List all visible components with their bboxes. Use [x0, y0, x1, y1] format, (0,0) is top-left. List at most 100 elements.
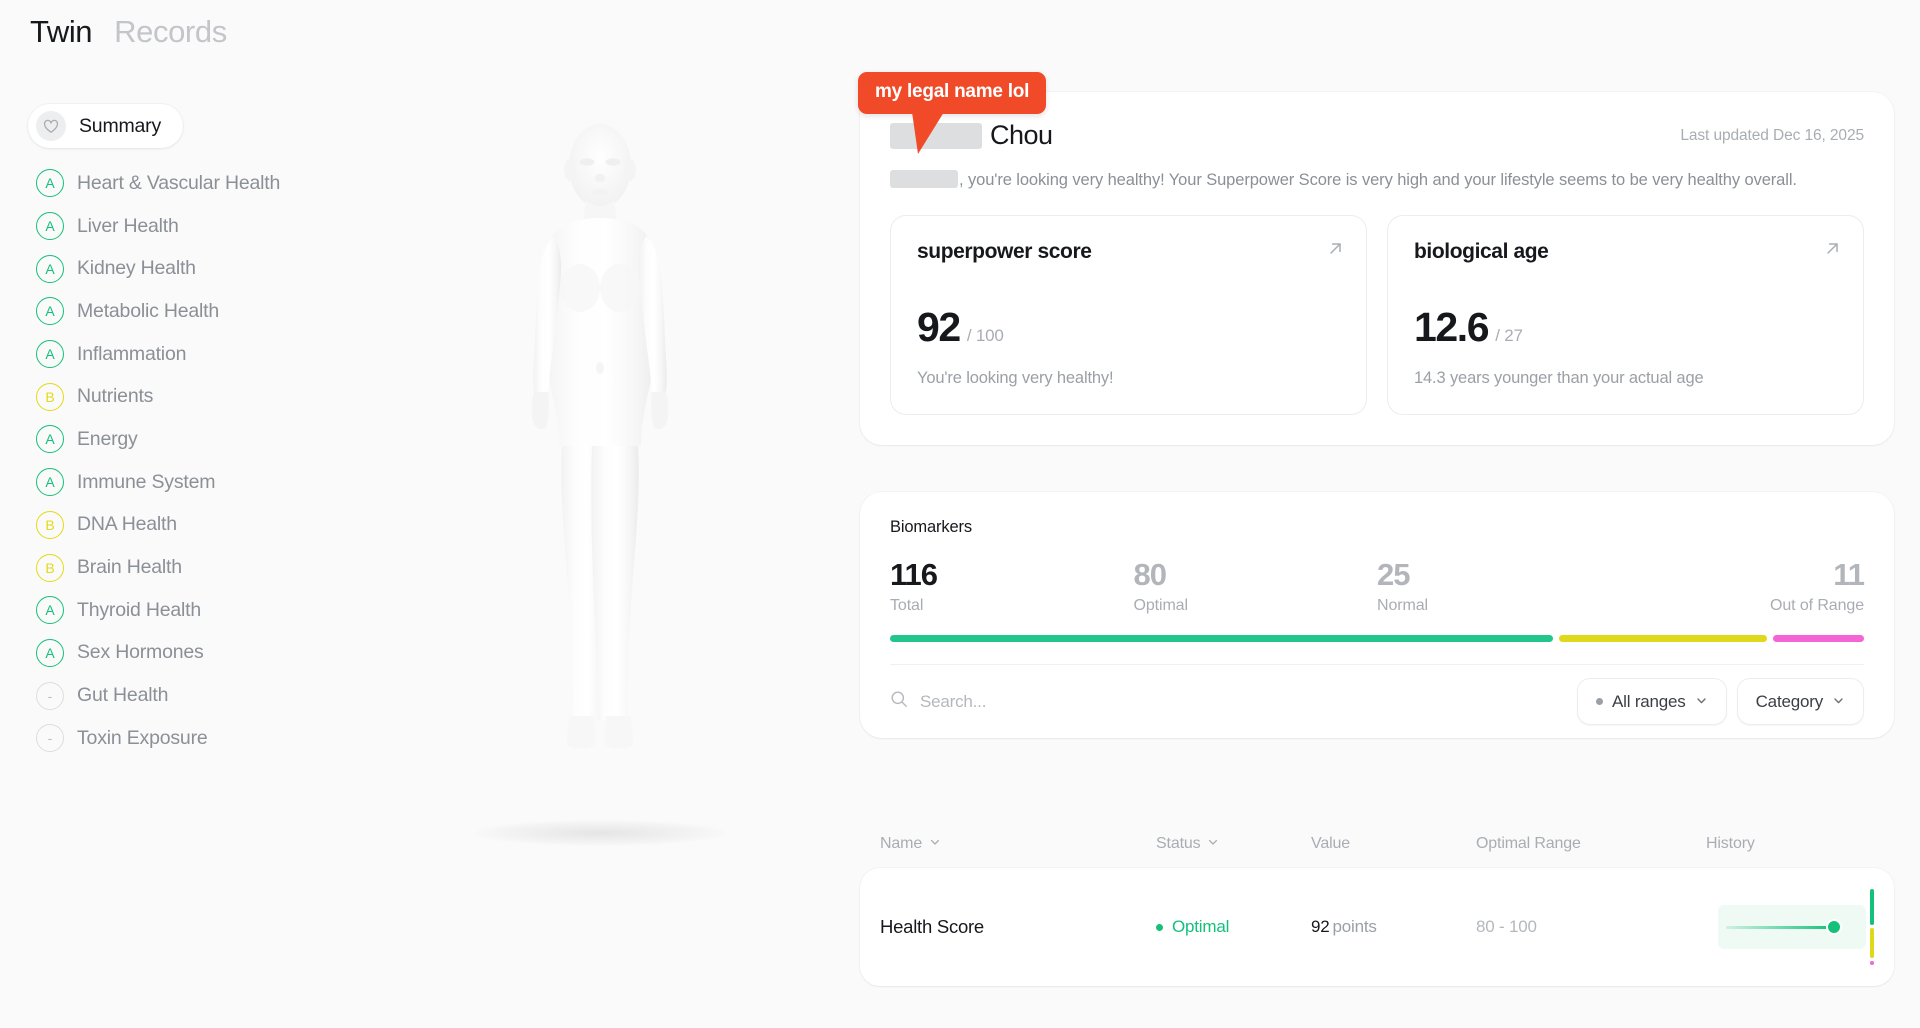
stat-label: Total — [890, 597, 924, 614]
ranges-filter[interactable]: All ranges — [1577, 678, 1727, 725]
grade-badge: - — [36, 724, 64, 753]
redacted-first-name — [890, 122, 982, 149]
sidebar-item-label: Inflammation — [77, 342, 187, 365]
table-body: Health Score Optimal 92 points 80 - 100 — [860, 868, 1894, 986]
biomarker-stat-total: 116 Total — [890, 557, 1134, 615]
grade-badge: A — [36, 169, 64, 198]
metric-value: 92 — [917, 304, 961, 350]
grade-badge: B — [36, 382, 64, 411]
brand-bar: Twin Records — [30, 14, 227, 50]
metric-card-biological-age[interactable]: biological age 12.6 / 27 14.3 years younger… — [1387, 215, 1864, 415]
range-bar — [1869, 961, 1874, 965]
sidebar-item-toxin-exposure[interactable]: - Toxin Exposure — [28, 717, 358, 760]
distribution-segment-normal — [1558, 635, 1767, 642]
metric-value: 12.6 — [1414, 304, 1490, 350]
distribution-segment-out-of-range — [1772, 635, 1864, 642]
table-header-row: Name Status Value Optimal Range History — [860, 820, 1894, 868]
chevron-down-icon — [1695, 692, 1708, 712]
summary-header: Chou Last updated Dec 16, 2025 — [890, 120, 1864, 151]
name-callout[interactable]: my legal name lol — [858, 72, 1047, 154]
sidebar-item-inflammation[interactable]: A Inflammation — [28, 333, 358, 376]
sidebar-item-heart-vascular-health[interactable]: A Heart & Vascular Health — [28, 162, 358, 205]
sidebar-item-label: Sex Hormones — [77, 641, 204, 664]
biomarker-distribution-bar — [890, 635, 1864, 642]
sidebar-item-liver-health[interactable]: A Liver Health — [28, 205, 358, 248]
grade-badge: A — [36, 254, 64, 283]
column-header-status[interactable]: Status — [1156, 835, 1311, 853]
sidebar-item-label: Brain Health — [77, 556, 182, 579]
search-box[interactable] — [890, 690, 1577, 713]
brand-twin-tab[interactable]: Twin — [30, 14, 93, 49]
search-icon — [890, 690, 908, 713]
brand-records-tab[interactable]: Records — [114, 14, 227, 49]
metric-cards: superpower score 92 / 100 You're looking ve… — [890, 215, 1864, 415]
metric-card-superpower-score[interactable]: superpower score 92 / 100 You're looking ve… — [890, 215, 1367, 415]
column-header-label: Optimal Range — [1476, 835, 1581, 852]
row-unit: points — [1332, 917, 1377, 936]
status-badge: Optimal — [1156, 917, 1311, 937]
column-header-label: Value — [1311, 835, 1350, 852]
sidebar-item-gut-health[interactable]: - Gut Health — [28, 674, 358, 717]
avatar-figure-icon — [531, 124, 669, 749]
summary-blurb: , you're looking very healthy! Your Supe… — [890, 167, 1864, 193]
user-last-name: Chou — [990, 120, 1053, 150]
search-input[interactable] — [920, 691, 1280, 712]
chevron-down-icon[interactable] — [929, 835, 941, 853]
chevron-down-icon[interactable] — [1207, 835, 1219, 853]
biomarker-stat-normal: 25 Normal — [1377, 557, 1621, 615]
sidebar-item-energy[interactable]: A Energy — [28, 418, 358, 461]
sidebar-item-thyroid-health[interactable]: A Thyroid Health — [28, 589, 358, 632]
biomarker-stat-out-of-range: 11 Out of Range — [1621, 557, 1865, 615]
sidebar-item-dna-health[interactable]: B DNA Health — [28, 504, 358, 547]
biomarker-filter-row: All ranges Category — [890, 664, 1864, 738]
sparkline — [1717, 905, 1866, 949]
range-bar — [1869, 889, 1874, 925]
redacted-name-inline — [890, 170, 958, 188]
metric-denominator: / 100 — [966, 326, 1004, 345]
grade-badge: A — [36, 297, 64, 326]
sidebar-item-brain-health[interactable]: B Brain Health — [28, 546, 358, 589]
range-bar — [1869, 928, 1874, 958]
sidebar-item-label: Nutrients — [77, 385, 154, 408]
row-value: 92 — [1311, 917, 1330, 936]
sidebar-item-kidney-health[interactable]: A Kidney Health — [28, 247, 358, 290]
stat-number: 80 — [1133, 557, 1167, 592]
arrow-up-right-icon[interactable] — [1824, 240, 1841, 262]
heart-icon — [36, 111, 66, 141]
user-name: Chou — [890, 120, 1053, 151]
stat-number: 116 — [890, 557, 938, 592]
sidebar-item-label: Immune System — [77, 470, 216, 493]
sidebar-item-immune-system[interactable]: A Immune System — [28, 461, 358, 504]
summary-card: Chou Last updated Dec 16, 2025 , you're … — [860, 92, 1894, 445]
sidebar-item-summary[interactable]: Summary — [28, 104, 184, 148]
biomarker-stats: 116 Total 80 Optimal 25 Normal 11 Out of Range — [890, 557, 1865, 615]
sidebar-item-label: DNA Health — [77, 513, 177, 536]
row-history-chart[interactable] — [1706, 875, 1874, 979]
sidebar-item-label: Metabolic Health — [77, 299, 220, 322]
sidebar-item-label: Thyroid Health — [77, 598, 202, 621]
body-avatar[interactable] — [360, 120, 840, 900]
filter-buttons: All ranges Category — [1577, 678, 1864, 725]
grade-badge: A — [36, 425, 64, 454]
column-header-name[interactable]: Name — [880, 835, 1156, 853]
stat-label: Out of Range — [1770, 597, 1864, 614]
avatar-shadow — [475, 820, 725, 846]
grade-badge: B — [36, 553, 64, 582]
summary-blurb-text: , you're looking very healthy! Your Supe… — [959, 171, 1797, 189]
category-filter[interactable]: Category — [1736, 678, 1864, 725]
sidebar-item-sex-hormones[interactable]: A Sex Hormones — [28, 632, 358, 675]
sparkline-point — [1825, 919, 1842, 935]
arrow-up-right-icon[interactable] — [1327, 240, 1344, 262]
sidebar-item-nutrients[interactable]: B Nutrients — [28, 375, 358, 418]
biomarker-stat-optimal: 80 Optimal — [1134, 557, 1378, 615]
filter-label: Category — [1755, 691, 1824, 711]
sidebar-item-summary-label: Summary — [79, 114, 162, 137]
sidebar-item-label: Liver Health — [77, 214, 179, 237]
sidebar-item-label: Energy — [77, 427, 138, 450]
sidebar-item-metabolic-health[interactable]: A Metabolic Health — [28, 290, 358, 333]
column-header-label: History — [1706, 835, 1755, 852]
column-header-value: Value — [1311, 835, 1476, 853]
table-row[interactable]: Health Score Optimal 92 points 80 - 100 — [860, 868, 1894, 986]
sidebar-nav-list: A Heart & Vascular Health A Liver Health A Ki… — [28, 162, 358, 760]
